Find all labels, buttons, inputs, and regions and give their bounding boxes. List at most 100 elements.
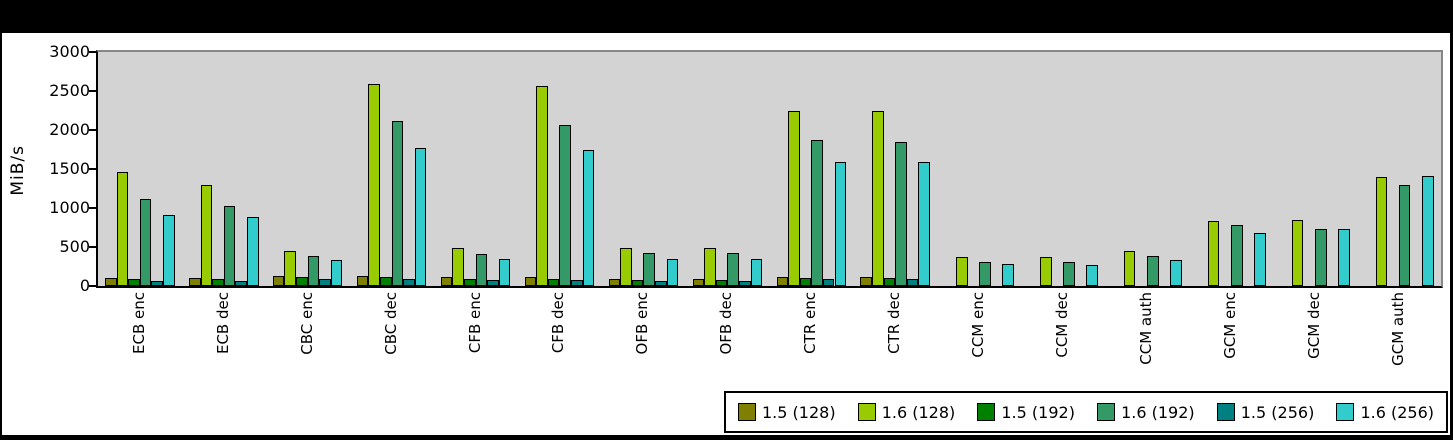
bar-15128-ecb-dec — [188, 278, 201, 286]
x-axis-label: CTR enc — [801, 292, 820, 354]
bar-15256-ofb-enc — [655, 281, 667, 286]
bar-16256-ofb-dec — [750, 259, 763, 286]
bar-16128-ecb-dec — [200, 185, 213, 286]
bar-15256-ctr-enc — [822, 279, 835, 286]
bar-15192-cfb-enc — [463, 279, 476, 286]
bar-16192-gcm-auth — [1398, 185, 1411, 286]
chart-canvas: MiB/s 0 500 1000 1500 2000 2500 3000 ECB enc EC… — [2, 33, 1450, 435]
legend-item: 1.5 (192) — [977, 403, 1075, 422]
bar-16192-cbc-dec — [391, 121, 404, 286]
legend-label: 1.5 (128) — [762, 402, 836, 422]
x-axis-label: CFB dec — [549, 292, 568, 354]
bar-15192-ctr-dec — [883, 278, 896, 286]
bar-15256-cfb-dec — [571, 280, 583, 286]
bar-16192-ecb-enc — [139, 199, 152, 286]
y-tick-mark — [89, 207, 96, 209]
x-axis-label: GCM dec — [1304, 292, 1323, 359]
bar-15128-ctr-enc — [776, 277, 789, 286]
bar-16128-gcm-auth — [1375, 177, 1388, 286]
bar-16128-ecb-enc — [116, 172, 129, 286]
bar-16192-ecb-dec — [223, 206, 236, 286]
top-black-band — [0, 0, 1453, 33]
x-axis-label: CFB enc — [465, 292, 484, 354]
bar-16256-ecb-enc — [163, 215, 175, 286]
bar-15128-cbc-enc — [272, 276, 285, 286]
bar-16192-cfb-dec — [559, 125, 572, 286]
bar-16256-ctr-enc — [834, 162, 847, 286]
legend-item: 1.6 (128) — [857, 402, 956, 422]
bar-15128-cfb-enc — [440, 277, 453, 286]
bar-16256-gcm-auth — [1422, 176, 1434, 286]
bar-16192-gcm-enc — [1230, 225, 1243, 286]
y-tick-mark — [89, 129, 96, 131]
bar-15128-cfb-dec — [524, 277, 537, 286]
bar-15128-ofb-dec — [692, 279, 705, 286]
x-axis-label: GCM auth — [1388, 292, 1407, 366]
legend-label: 1.6 (192) — [1121, 402, 1195, 422]
bar-15256-ecb-dec — [235, 281, 247, 286]
bar-15256-ecb-enc — [151, 281, 163, 286]
x-axis-label: GCM enc — [1220, 292, 1239, 359]
legend-item: 1.6 (256) — [1336, 403, 1434, 422]
bar-16128-cfb-dec — [536, 86, 548, 286]
bar-16192-cbc-enc — [307, 256, 320, 286]
x-axis-label: ECB dec — [213, 292, 232, 355]
bar-16192-ofb-dec — [727, 253, 739, 286]
x-axis-label: CBC dec — [381, 292, 400, 355]
bar-15192-ecb-enc — [128, 279, 140, 286]
bar-16128-ctr-enc — [788, 111, 800, 286]
bar-15192-cbc-dec — [380, 277, 392, 286]
bar-16128-gcm-dec — [1291, 220, 1304, 286]
bar-15192-ofb-dec — [715, 280, 728, 286]
legend-swatch-icon — [1097, 403, 1116, 421]
bar-16192-ctr-dec — [895, 142, 907, 286]
legend-label: 1.5 (192) — [1001, 402, 1075, 422]
x-axis-label: CCM dec — [1053, 292, 1072, 358]
x-axis-label: OFB dec — [717, 292, 736, 355]
legend: 1.5 (128) 1.6 (128) 1.5 (192) 1.6 (192) 1.5 … — [724, 391, 1448, 433]
bar-16256-ofb-enc — [666, 259, 679, 286]
bar-16192-ccm-dec — [1063, 262, 1075, 286]
legend-item: 1.5 (128) — [738, 403, 836, 422]
y-tick-mark — [89, 168, 96, 170]
legend-item: 1.5 (256) — [1216, 402, 1315, 422]
x-axis-label: OFB enc — [633, 292, 652, 355]
legend-swatch-icon — [1216, 403, 1235, 421]
y-tick-mark — [89, 51, 96, 53]
bar-16128-ofb-dec — [704, 248, 716, 286]
bar-15256-cbc-dec — [403, 279, 415, 286]
legend-swatch-icon — [1336, 403, 1355, 421]
bar-16192-ofb-enc — [643, 253, 656, 286]
bar-16128-ccm-auth — [1123, 251, 1136, 286]
y-tick-mark — [89, 285, 96, 287]
bar-16256-cbc-dec — [414, 148, 427, 286]
bar-16192-cfb-enc — [475, 254, 488, 286]
bar-16192-gcm-dec — [1314, 229, 1327, 286]
bar-16128-cbc-enc — [284, 251, 297, 286]
bar-15256-ctr-dec — [906, 279, 919, 286]
y-tick-mark — [89, 90, 96, 92]
bar-16256-cfb-dec — [582, 150, 595, 286]
bar-16256-cbc-enc — [330, 260, 343, 286]
bar-16256-ccm-auth — [1170, 260, 1182, 286]
legend-swatch-icon — [977, 403, 996, 421]
bar-16128-ctr-dec — [872, 111, 884, 286]
bar-16128-gcm-enc — [1207, 221, 1220, 286]
bar-16128-cfb-enc — [452, 248, 464, 286]
x-axis-label: CBC enc — [297, 292, 316, 355]
x-axis-label: CCM enc — [969, 292, 988, 358]
bar-15192-ctr-enc — [799, 278, 812, 286]
legend-swatch-icon — [857, 403, 876, 421]
legend-label: 1.6 (128) — [881, 402, 956, 422]
bar-16256-ccm-dec — [1086, 265, 1098, 286]
bar-16256-gcm-dec — [1338, 229, 1350, 286]
bar-15128-cbc-dec — [356, 276, 369, 286]
bar-15192-cbc-enc — [296, 277, 308, 286]
bar-15256-ofb-dec — [738, 281, 751, 286]
bar-15128-ecb-enc — [105, 278, 117, 286]
legend-label: 1.5 (256) — [1240, 402, 1315, 422]
bar-16128-cbc-dec — [368, 84, 380, 286]
legend-item: 1.6 (192) — [1097, 403, 1195, 422]
x-axis-label: CCM auth — [1137, 292, 1156, 365]
bar-16128-ccm-dec — [1039, 257, 1052, 286]
